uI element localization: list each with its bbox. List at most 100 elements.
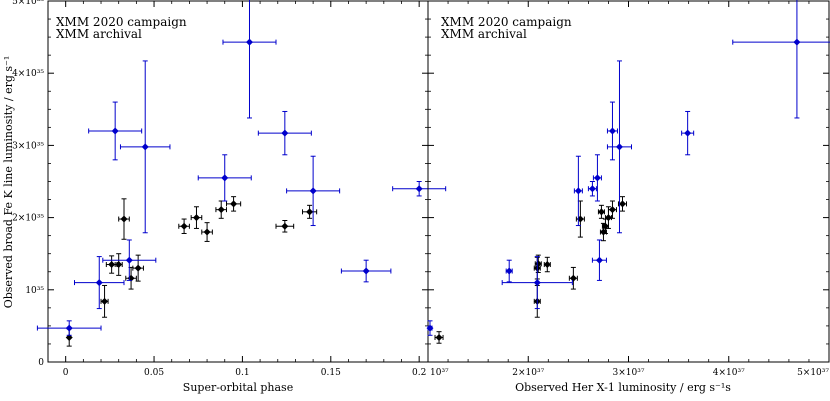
diamond-marker [793, 38, 801, 46]
data-point [434, 331, 444, 344]
diamond-marker [101, 297, 109, 305]
data-marks-right [426, 0, 830, 344]
diamond-marker [306, 208, 314, 216]
diamond-marker [588, 185, 596, 193]
diamond-marker [534, 260, 542, 268]
x-tick-label: 2×10³⁷ [512, 368, 544, 378]
data-point [132, 254, 144, 282]
data-point [125, 266, 137, 290]
x-tick-label: 4×10³⁷ [713, 368, 745, 378]
diamond-marker [203, 228, 211, 236]
legend-campaign-left: XMM 2020 campaign [56, 15, 187, 29]
series-archival [426, 0, 830, 336]
diamond-marker [533, 279, 541, 287]
x-tick-label: 0.05 [144, 368, 164, 378]
diamond-marker [192, 214, 200, 222]
diamond-marker [127, 274, 135, 282]
diamond-marker [604, 214, 612, 222]
x-axis-label-left: Super-orbital phase [183, 381, 293, 394]
diamond-marker [65, 324, 73, 332]
x-tick-label: 3×10³⁷ [613, 368, 645, 378]
y-tick-label: 0 [38, 358, 44, 368]
diamond-marker [543, 261, 551, 269]
data-point [568, 266, 578, 290]
data-point [74, 256, 125, 310]
diamond-marker [608, 127, 616, 135]
data-point [501, 256, 573, 310]
diamond-marker [309, 187, 317, 195]
series-campaign [434, 196, 627, 344]
x-tick-label: 0 [63, 368, 69, 378]
diamond-marker [120, 215, 128, 223]
diamond-marker [593, 174, 601, 182]
data-point [592, 154, 602, 202]
y-tick-label: 10³⁵ [25, 286, 44, 296]
diamond-marker [362, 267, 370, 275]
diamond-marker [95, 279, 103, 287]
data-point [222, 0, 277, 119]
diamond-marker [415, 185, 423, 193]
diamond-marker [281, 222, 289, 230]
y-tick-label: 4×10³⁵ [12, 69, 44, 79]
diamond-marker [569, 274, 577, 282]
data-point [505, 259, 513, 283]
y-tick-label: 2×10³⁵ [12, 214, 44, 224]
data-point [190, 206, 203, 229]
y-tick-label: 5×10³⁵ [12, 0, 44, 7]
x-axis-label-right: Observed Her X-1 luminosity / erg s⁻¹s [515, 381, 731, 394]
x-tick-label: 0.1 [235, 368, 249, 378]
diamond-marker [435, 333, 443, 341]
y-axis-label: Observed broad Fe K line luminosity / er… [2, 56, 15, 309]
diamond-marker [245, 38, 253, 46]
data-point [426, 320, 434, 336]
diamond-marker [574, 187, 582, 195]
diamond-marker [608, 206, 616, 214]
data-point [114, 253, 123, 276]
panel-her-x1-luminosity: 10³⁷ 2×10³⁷ 3×10³⁷ 4×10³⁷ 5×10³⁷ XMM 2020 ca… [426, 0, 830, 394]
panel-super-orbital-phase: 0 10³⁵ 2×10³⁵ 3×10³⁵ 4×10³⁵ 5×10³⁵ 0 0.05 0.1 0.1… [12, 0, 447, 394]
diamond-marker [221, 174, 229, 182]
x-tick-label: 0.2 [412, 368, 426, 378]
diamond-marker [134, 264, 142, 272]
data-point [340, 259, 392, 283]
data-point [575, 200, 585, 238]
legend-archival-right: XMM archival [441, 27, 527, 41]
data-point [681, 110, 695, 156]
data-point [534, 254, 542, 273]
series-archival [36, 0, 447, 336]
data-point [257, 110, 312, 156]
data-point [102, 239, 157, 281]
data-point [732, 0, 830, 119]
data-point [543, 256, 551, 273]
x-tick-label: 10³⁷ [430, 368, 449, 378]
legend-archival-left: XMM archival [56, 27, 142, 41]
diamond-marker [597, 208, 605, 216]
data-point [606, 101, 618, 161]
data-point [607, 200, 617, 219]
diamond-marker [684, 129, 692, 137]
data-point [88, 101, 143, 161]
diamond-marker [595, 256, 603, 264]
data-marks-left [36, 0, 447, 347]
diamond-marker [217, 206, 225, 214]
data-point [573, 155, 583, 227]
data-point [119, 60, 171, 234]
data-point [302, 204, 318, 219]
diamond-marker [618, 200, 626, 208]
data-point [275, 219, 295, 233]
data-point [226, 196, 242, 212]
data-point [392, 181, 447, 197]
diamond-marker [108, 261, 116, 269]
diamond-marker [281, 129, 289, 137]
data-point [201, 222, 213, 242]
diamond-marker [230, 200, 238, 208]
data-point [587, 181, 597, 197]
diamond-marker [125, 256, 133, 264]
data-point [591, 239, 607, 281]
diamond-marker [180, 222, 188, 230]
data-point [178, 218, 190, 234]
data-point [36, 320, 102, 336]
diamond-marker [111, 127, 119, 135]
y-tick-label: 3×10³⁵ [12, 141, 44, 151]
